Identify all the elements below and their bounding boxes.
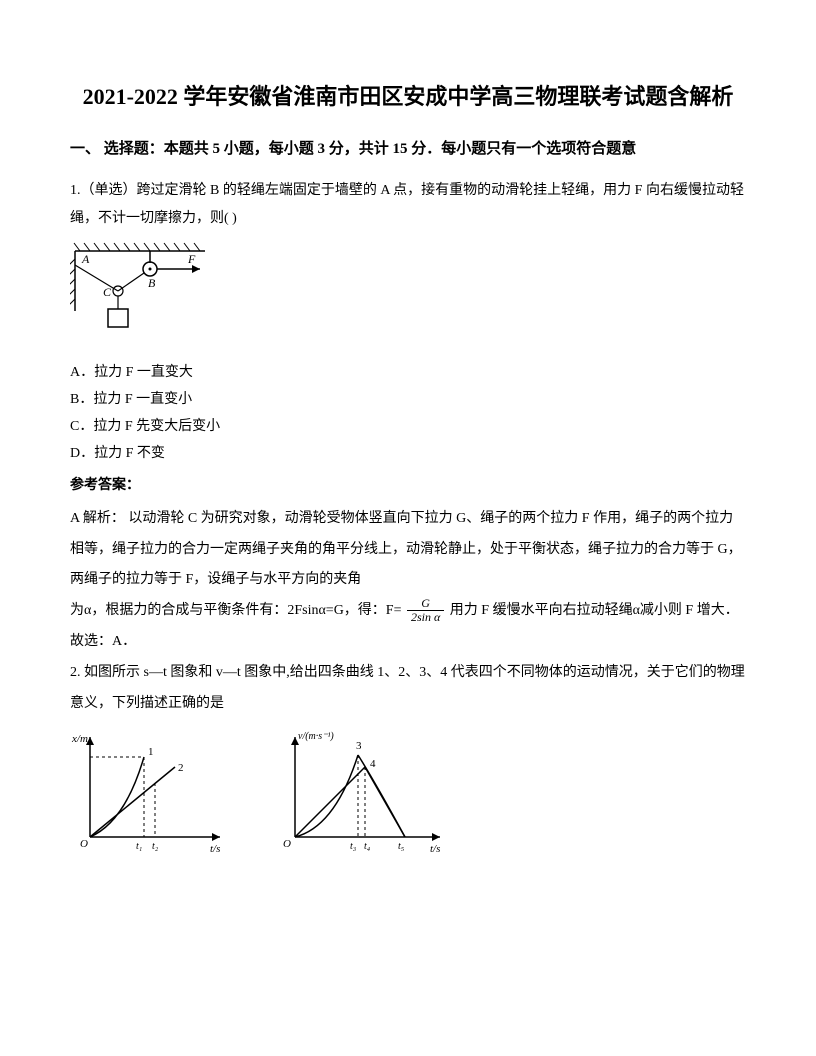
q2-right-t4: t₄ [364, 841, 371, 852]
page-title: 2021-2022 学年安徽省淮南市田区安成中学高三物理联考试题含解析 [70, 80, 746, 113]
q1-answer-text-1: A 解析： 以动滑轮 C 为研究对象，动滑轮受物体竖直向下拉力 G、绳子的两个拉… [70, 504, 746, 596]
q2-left-t2: t₂ [152, 841, 159, 852]
label-A: A [81, 252, 90, 266]
q2-stem: 2. 如图所示 s—t 图象和 v—t 图象中,给出四条曲线 1、2、3、4 代… [70, 658, 746, 720]
q1-option-C: C．拉力 F 先变大后变小 [70, 414, 746, 439]
q2-right-t3: t₃ [350, 841, 357, 852]
label-B: B [148, 276, 156, 290]
label-F: F [187, 252, 196, 266]
q2-right-curve3: 3 [356, 740, 362, 752]
q2-left-curve1: 1 [148, 746, 154, 758]
q1-frac-den: 2sin α [407, 611, 444, 624]
q2-left-curve2: 2 [178, 762, 184, 774]
q2-left-origin: O [80, 838, 88, 850]
label-C: C [103, 285, 112, 299]
q1-option-D: D．拉力 F 不变 [70, 441, 746, 466]
q2-figure: x/m t/s O 1 2 t₁ t₂ v/(m·s⁻¹) t/s O 3 4 [70, 727, 746, 857]
q1-frac-num: G [407, 597, 444, 611]
q1-option-A: A．拉力 F 一直变大 [70, 360, 746, 385]
q2-right-ylabel: v/(m·s⁻¹) [298, 731, 334, 742]
q1-option-B: B．拉力 F 一直变小 [70, 387, 746, 412]
q2-left-xlabel: t/s [210, 843, 220, 855]
q1-answer-text-2: 为α，根据力的合成与平衡条件有：2Fsinα=G，得：F= G 2sin α 用… [70, 596, 746, 658]
q2-right-xlabel: t/s [430, 843, 440, 855]
q2-right-t5: t₅ [398, 841, 405, 852]
q2-right-curve4: 4 [370, 758, 376, 770]
q1-stem: 1.（单选）跨过定滑轮 B 的轻绳左端固定于墙壁的 A 点，接有重物的动滑轮挂上… [70, 177, 746, 233]
q2-right-origin: O [283, 838, 291, 850]
q1-answer-2a: 为α，根据力的合成与平衡条件有：2Fsinα=G，得：F= [70, 603, 405, 618]
q1-figure: A C B F [70, 241, 746, 352]
q1-fraction: G 2sin α [407, 597, 444, 624]
section-header: 一、 选择题：本题共 5 小题，每小题 3 分，共计 15 分．每小题只有一个选… [70, 137, 746, 161]
q2-left-ylabel: x/m [71, 733, 88, 745]
q1-answer-label: 参考答案： [70, 473, 746, 498]
q2-left-t1: t₁ [136, 841, 142, 852]
